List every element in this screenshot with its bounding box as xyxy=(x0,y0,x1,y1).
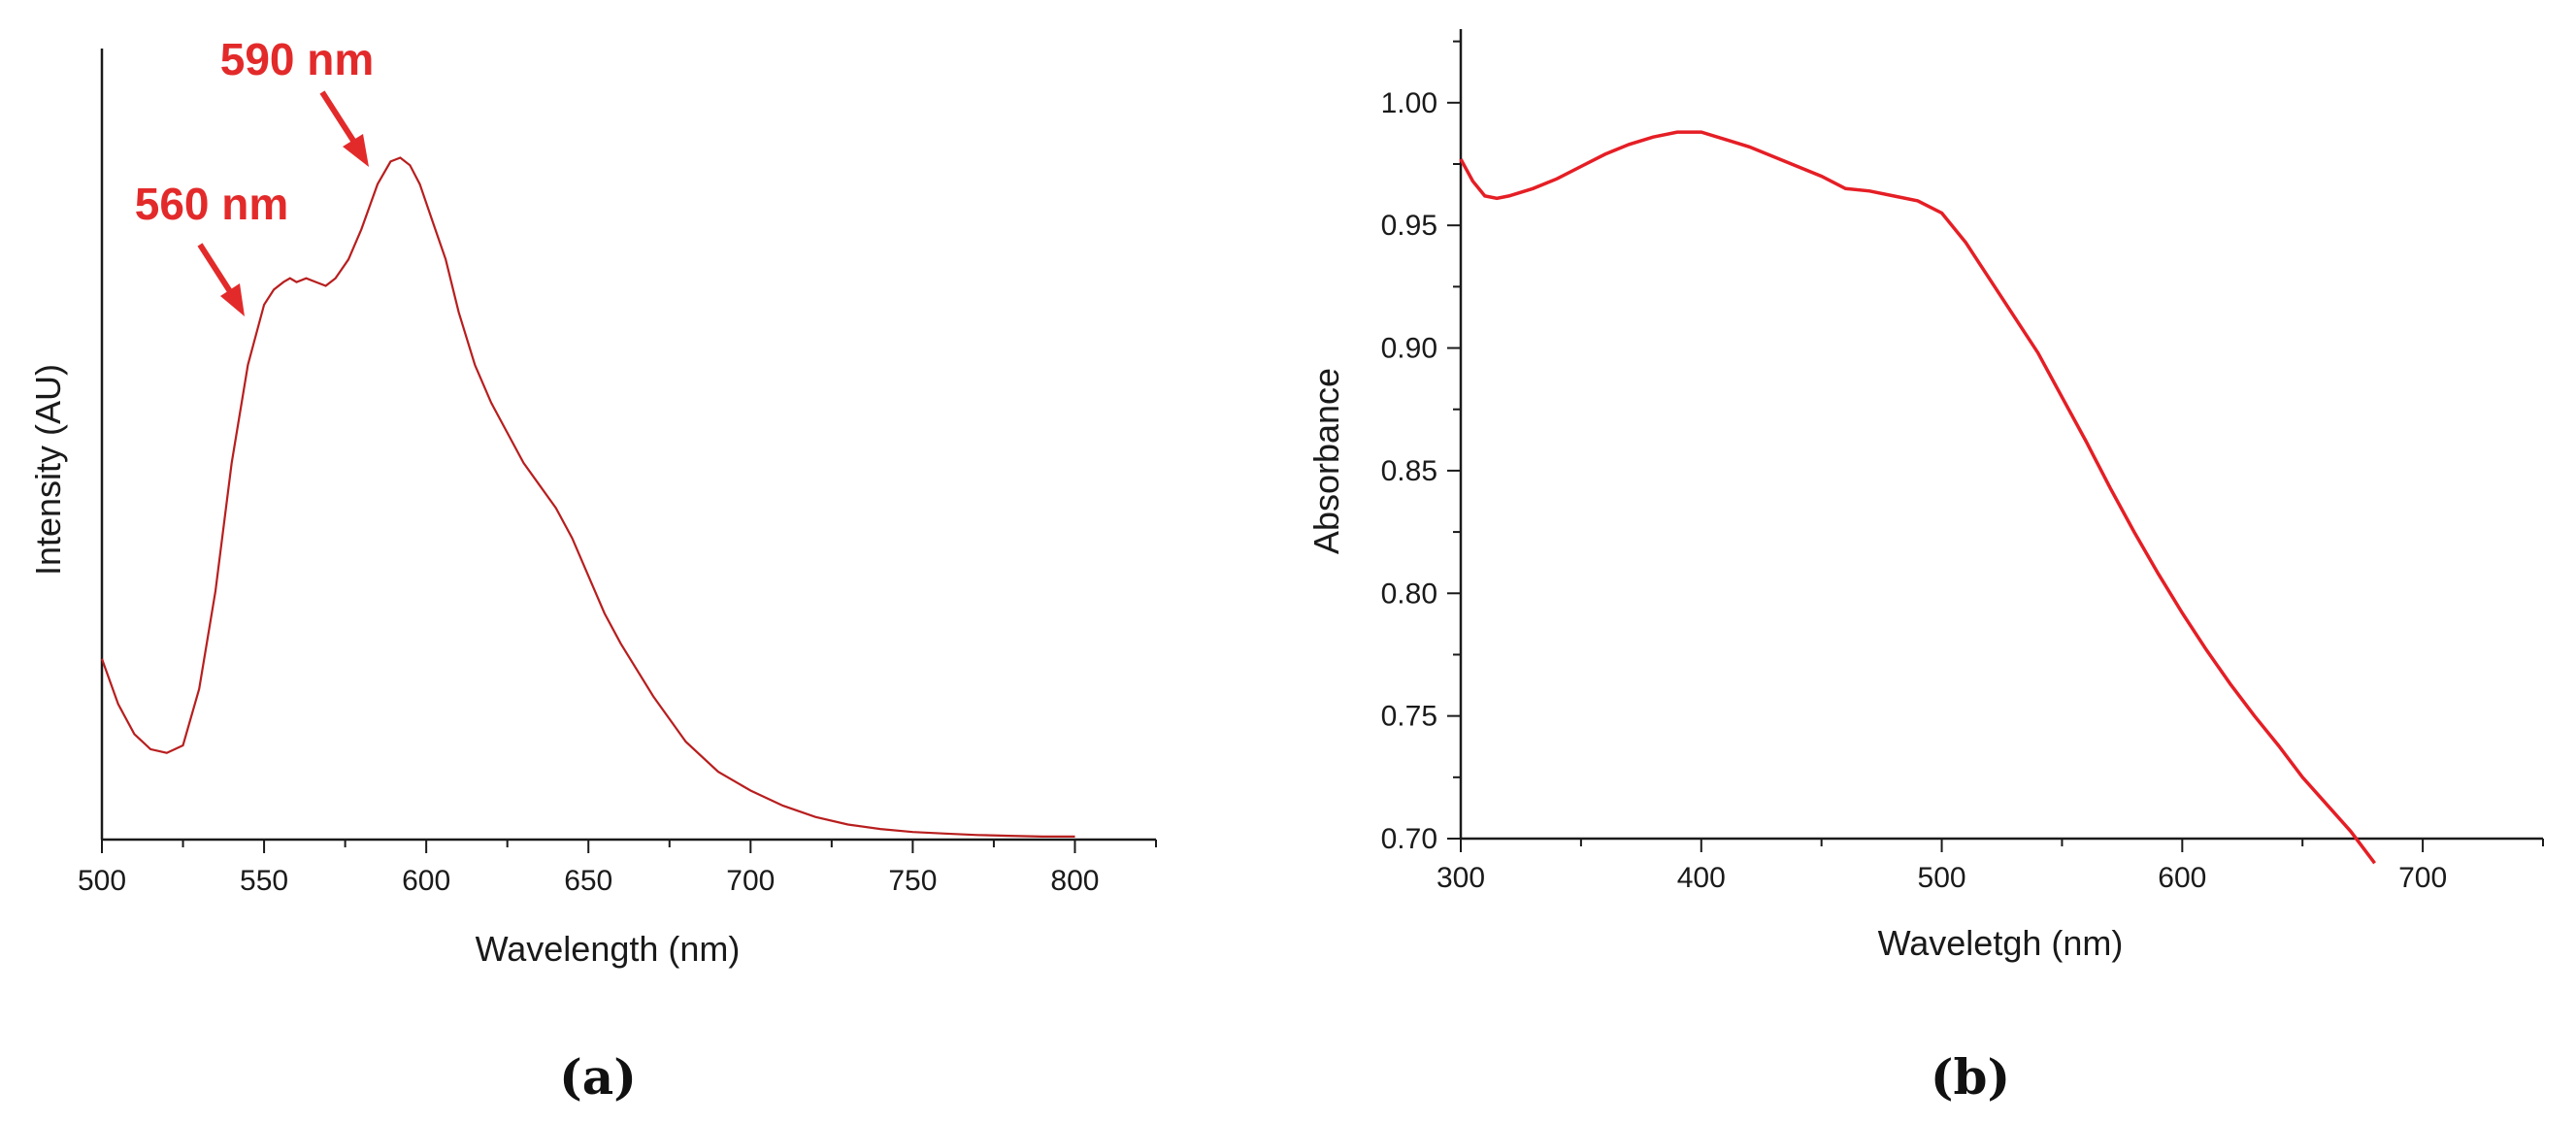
annotation-590nm-arrow-shaft xyxy=(319,90,358,146)
panel-b-label: (b) xyxy=(1931,1048,2010,1106)
annotation-560nm-arrowhead xyxy=(220,283,245,316)
panel-b-y-tick-label: 0.70 xyxy=(1381,823,1437,855)
panel-a-x-tick-label: 550 xyxy=(240,865,288,897)
panel-b-y-tick-label: 0.90 xyxy=(1381,333,1437,365)
panel-b-x-axis-title: Waveletgh (nm) xyxy=(1878,923,2124,963)
panel-b-y-tick-label: 0.75 xyxy=(1381,701,1437,733)
panel-b-x-tick-label: 400 xyxy=(1677,862,1726,894)
panel-a-y-axis-title: Intensity (AU) xyxy=(28,364,68,576)
panel-b-y-tick-label: 1.00 xyxy=(1381,87,1437,119)
panel-a-x-tick-label: 800 xyxy=(1050,865,1099,897)
panel-b-y-tick-label: 0.80 xyxy=(1381,578,1437,610)
panel-a-x-tick-label: 600 xyxy=(402,865,450,897)
annotation-590nm-arrowhead xyxy=(343,134,369,167)
panel-a-x-tick-label: 500 xyxy=(78,865,126,897)
panel-a-series-line xyxy=(100,156,1075,838)
panel-a-x-axis-title: Wavelength (nm) xyxy=(476,929,741,969)
panel-b-x-ticks: 300 400 500 600 700 xyxy=(1437,839,2544,894)
panel-b-x-tick-label: 300 xyxy=(1437,862,1485,894)
panel-b-y-axis-title: Absorbance xyxy=(1306,368,1346,554)
panel-b-y-ticks: 0.70 0.75 0.80 0.85 0.90 0.95 1.00 xyxy=(1381,40,1461,855)
panel-a-x-ticks: 500 550 600 650 700 750 800 xyxy=(78,840,1157,897)
panel-b-y-tick-label: 0.85 xyxy=(1381,455,1437,487)
annotation-560nm-arrow-shaft xyxy=(197,243,236,298)
panel-a-x-tick-label: 700 xyxy=(726,865,775,897)
annotation-590nm-label: 590 nm xyxy=(220,34,375,84)
panel-b-x-tick-label: 700 xyxy=(2398,862,2447,894)
annotation-560nm-label: 560 nm xyxy=(135,179,289,229)
panel-a: 500 550 600 650 700 750 800 Wavelength (nm) In… xyxy=(28,34,1157,1106)
panel-b-series-line xyxy=(1459,130,2376,865)
panel-b: 0.70 0.75 0.80 0.85 0.90 0.95 1.00 300 400 500 60… xyxy=(1306,29,2544,1106)
panel-a-x-tick-label: 750 xyxy=(888,865,937,897)
panel-a-x-tick-label: 650 xyxy=(564,865,612,897)
panel-b-y-tick-label: 0.95 xyxy=(1381,210,1437,242)
panel-b-x-tick-label: 500 xyxy=(1918,862,1966,894)
panel-a-label: (a) xyxy=(559,1048,637,1106)
panel-b-x-tick-label: 600 xyxy=(2158,862,2206,894)
